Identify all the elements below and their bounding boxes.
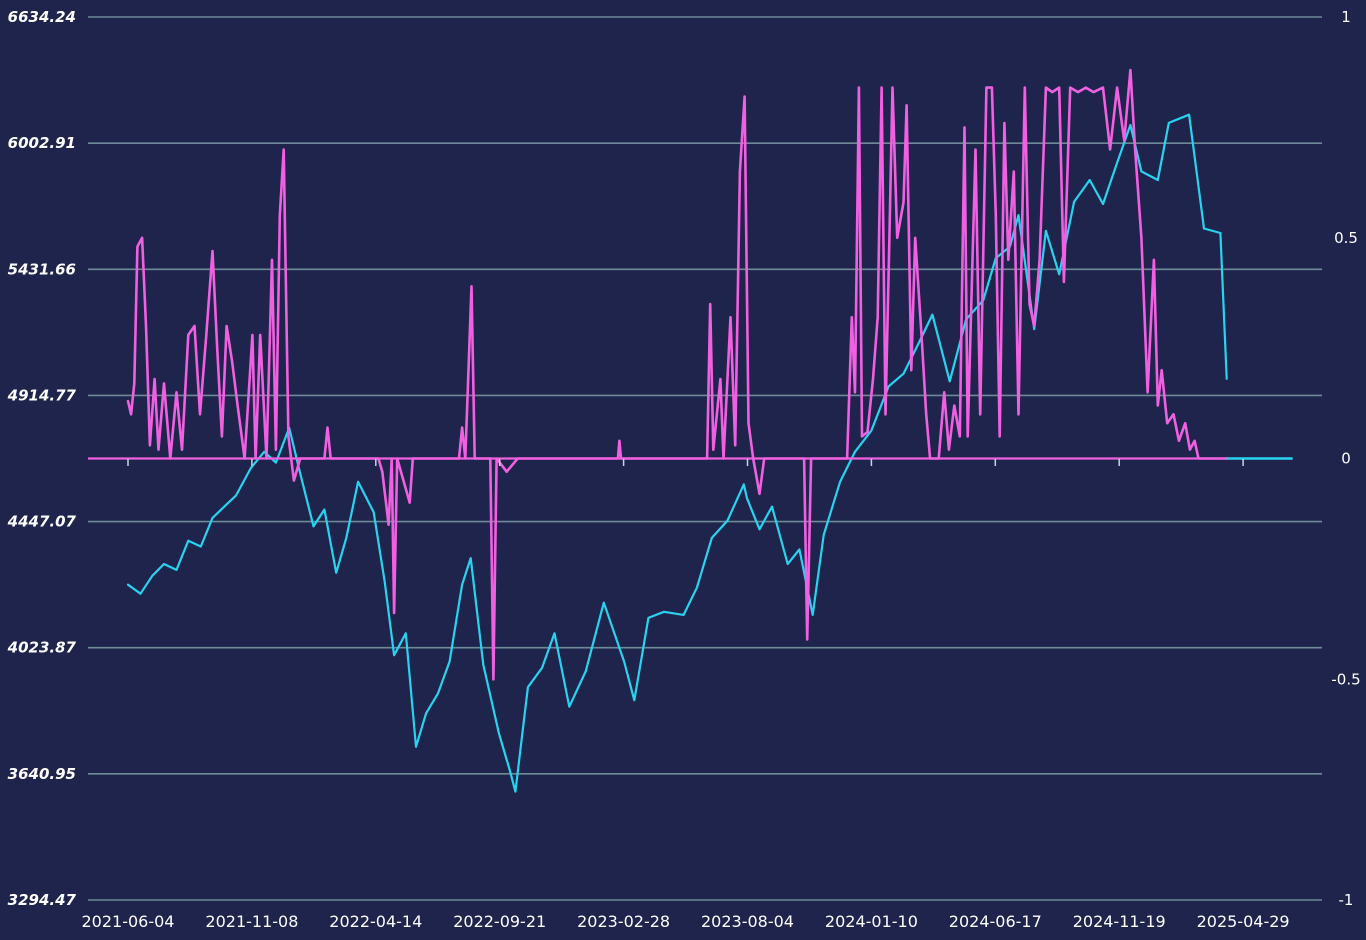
- y-right-tick-label: 0: [1341, 450, 1351, 468]
- x-tick-label: 2023-08-04: [701, 912, 794, 931]
- right-axis: 1 0.5 0 -0.5 -1: [1331, 8, 1360, 909]
- y-left-tick-label: 3294.47: [8, 891, 77, 909]
- x-tick-label: 2022-09-21: [453, 912, 546, 931]
- x-tick-label: 2024-01-10: [825, 912, 918, 931]
- y-left-tick-label: 4447.07: [7, 513, 77, 531]
- x-tick-label: 2024-11-19: [1073, 912, 1166, 931]
- x-tick-label: 2023-02-28: [577, 912, 670, 931]
- y-left-tick-label: 6634.24: [8, 8, 76, 26]
- y-right-tick-label: -1: [1339, 891, 1354, 909]
- series-line-1: [126, 68, 1228, 681]
- grid: [88, 16, 1322, 901]
- y-left-tick-label: 4023.87: [7, 639, 77, 657]
- x-tick-label: 2021-06-04: [82, 912, 175, 931]
- y-right-tick-label: 1: [1341, 8, 1351, 26]
- x-tick-label: 2022-04-14: [329, 912, 422, 931]
- y-left-tick-label: 4914.77: [7, 386, 77, 404]
- x-tick-label: 2021-11-08: [205, 912, 298, 931]
- left-axis: 6634.24 6002.91 5431.66 4914.77 4447.07 4023.…: [7, 8, 77, 909]
- x-axis: 2021-06-04 2021-11-08 2022-04-14 2022-09-21…: [82, 459, 1290, 931]
- y-left-tick-label: 3640.95: [8, 765, 76, 783]
- y-left-tick-label: 5431.66: [8, 260, 76, 278]
- y-right-tick-label: -0.5: [1331, 670, 1360, 688]
- x-tick-label: 2025-04-29: [1197, 912, 1290, 931]
- series-layer: [88, 68, 1293, 793]
- x-tick-label: 2024-06-17: [949, 912, 1042, 931]
- y-right-tick-label: 0.5: [1334, 229, 1358, 247]
- y-left-tick-label: 6002.91: [8, 134, 76, 152]
